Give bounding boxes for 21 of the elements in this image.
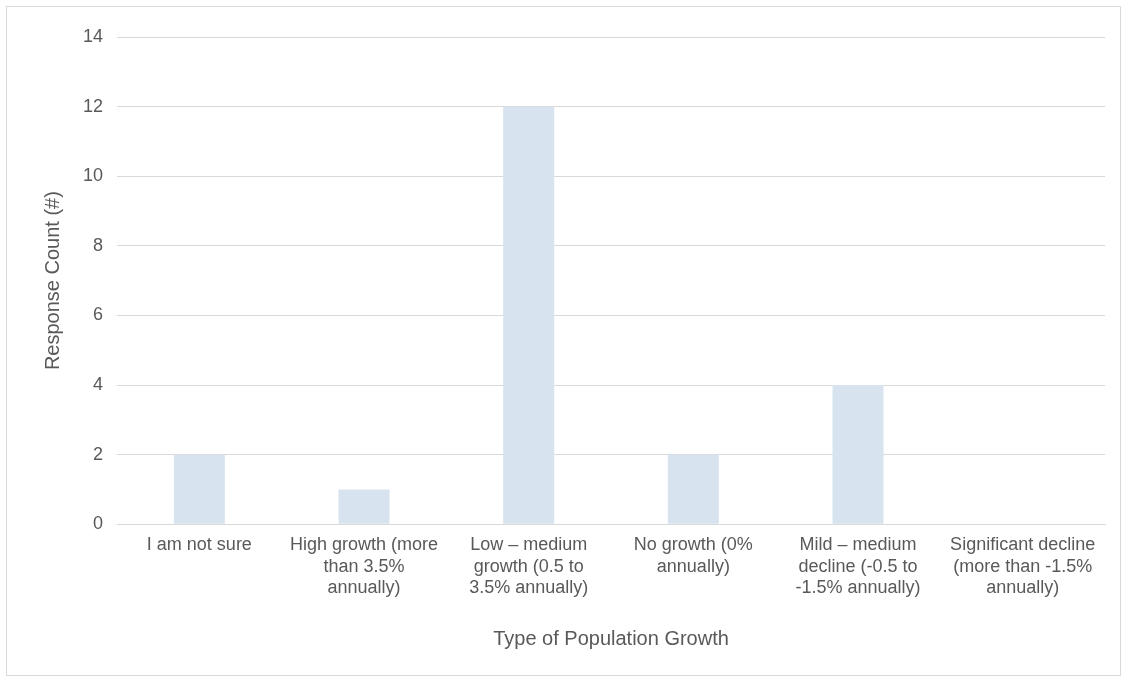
y-axis-title: Response Count (#) — [40, 191, 63, 371]
y-tick-label: 12 — [82, 95, 104, 116]
x-tick-label: High growth (more than 3.5% annually) — [289, 533, 439, 598]
y-tick-label: 4 — [93, 373, 104, 394]
y-tick-label: 14 — [82, 25, 104, 46]
bar — [667, 454, 719, 524]
bar — [503, 106, 555, 524]
bar — [832, 385, 884, 524]
y-tick-label: 8 — [93, 234, 104, 255]
x-tick-label: I am not sure — [146, 533, 252, 554]
bar — [173, 454, 225, 524]
y-tick-label: 6 — [93, 304, 104, 325]
x-tick-label: Mild – medium decline (-0.5 to -1.5% annually) — [795, 533, 921, 598]
x-axis-title: Type of Population Growth — [493, 626, 729, 649]
x-tick-label: No growth (0% annually) — [633, 533, 753, 576]
y-tick-label: 0 — [93, 513, 104, 534]
x-tick-label: Significant decline (more than -1.5% annually) — [950, 533, 1096, 598]
y-tick-label: 10 — [82, 165, 104, 186]
x-tick-label: Low – medium growth (0.5 to 3.5% annually) — [469, 533, 589, 598]
bar — [338, 489, 390, 524]
y-tick-label: 2 — [93, 443, 104, 464]
